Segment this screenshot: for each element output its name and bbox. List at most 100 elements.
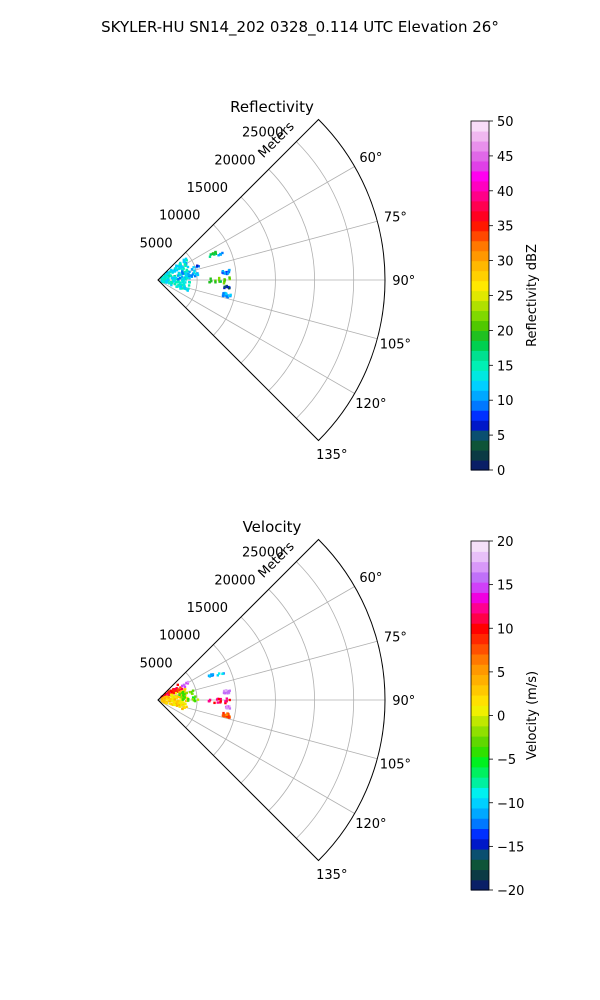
colorbar-swatch	[471, 430, 489, 441]
data-point	[190, 691, 193, 694]
data-point	[175, 268, 179, 272]
data-point	[219, 697, 222, 701]
data-point	[225, 270, 228, 274]
colorbar-swatch	[471, 330, 489, 341]
data-point	[191, 698, 194, 701]
data-point	[187, 287, 190, 290]
data-point	[179, 261, 182, 265]
azimuth-tick-label: 90°	[392, 694, 415, 709]
data-point	[228, 705, 231, 708]
data-point	[184, 264, 187, 267]
data-point	[173, 692, 176, 695]
azimuth-tick-label: 75°	[384, 210, 407, 225]
data-point	[166, 272, 169, 276]
data-point	[183, 690, 186, 693]
azimuth-gridline	[157, 279, 355, 394]
data-point	[179, 704, 183, 707]
colorbar-swatch	[471, 869, 489, 881]
colorbar-swatch	[471, 290, 489, 302]
colorbar-swatch	[471, 280, 489, 292]
data-point	[169, 698, 172, 701]
data-point	[222, 292, 225, 295]
data-point	[160, 280, 163, 283]
range-tick-label: 10000	[159, 209, 200, 224]
data-point	[184, 257, 188, 261]
data-point	[165, 279, 168, 282]
data-point	[223, 280, 226, 284]
data-point	[180, 271, 183, 275]
data-point	[181, 696, 185, 699]
data-point	[167, 696, 170, 699]
data-point	[208, 674, 212, 677]
colorbar: 0 5 10 15 20 25 30 35 40 45 50 Reflectivity dBZ	[470, 115, 540, 479]
azimuth-tick-label: 120°	[355, 817, 386, 832]
panel-title: Velocity	[243, 518, 302, 536]
colorbar-swatch	[471, 684, 489, 696]
colorbar: −20 −15 −10 −5 0 5 10 15 20 Velocity (m/s)	[470, 535, 540, 899]
colorbar-swatch	[471, 582, 489, 593]
data-point	[163, 697, 166, 700]
data-point	[182, 277, 186, 281]
data-point	[170, 283, 173, 287]
azimuth-tick-label: 135°	[316, 868, 347, 883]
data-point	[215, 698, 219, 701]
data-point	[223, 278, 226, 281]
colorbar-swatch	[471, 200, 489, 212]
data-point	[223, 272, 227, 275]
data-point	[185, 705, 188, 709]
colorbar-swatch	[471, 350, 489, 361]
data-point	[182, 283, 186, 287]
data-point	[225, 705, 229, 708]
data-point	[181, 269, 184, 272]
data-point	[213, 701, 216, 705]
colorbar-swatch	[471, 190, 489, 202]
data-point	[186, 289, 189, 292]
data-point	[226, 285, 229, 289]
data-point	[178, 265, 181, 269]
data-point	[221, 294, 225, 298]
colorbar-tick-label: −5	[497, 753, 516, 768]
data-point	[175, 266, 178, 269]
data-point	[183, 688, 187, 691]
data-point	[192, 698, 196, 702]
data-point	[186, 699, 190, 702]
data-point	[193, 697, 196, 700]
data-point	[210, 279, 213, 283]
data-point	[180, 687, 184, 691]
colorbar-swatch	[471, 180, 489, 192]
data-point	[166, 693, 169, 697]
colorbar-swatch	[471, 766, 489, 778]
colorbar-label: Velocity (m/s)	[525, 671, 540, 760]
data-point	[179, 282, 182, 285]
data-point	[177, 267, 181, 271]
colorbar-swatch	[471, 440, 489, 451]
data-point	[179, 287, 182, 290]
data-point	[170, 268, 173, 272]
colorbar-swatch	[471, 705, 489, 717]
colorbar-swatch	[471, 121, 489, 132]
data-point	[217, 672, 221, 675]
colorbar-swatch	[471, 250, 489, 262]
data-point	[196, 264, 199, 267]
colorbar-tick-label: 15	[497, 579, 514, 594]
colorbar-swatch	[471, 260, 489, 272]
range-tick-label: 20000	[214, 573, 255, 588]
data-point	[223, 294, 227, 297]
data-point	[169, 689, 172, 692]
colorbar-swatch	[471, 220, 489, 232]
data-point	[188, 277, 191, 280]
data-point	[193, 271, 196, 274]
data-point	[180, 697, 183, 701]
data-point	[183, 272, 186, 275]
data-point	[191, 689, 195, 692]
data-point	[207, 699, 211, 703]
data-point	[226, 294, 230, 298]
colorbar-tick-label: −20	[497, 884, 524, 899]
colorbar-tick-label: 5	[497, 429, 505, 444]
data-point	[172, 688, 175, 691]
data-point	[174, 279, 177, 282]
colorbar-tick-label: 0	[497, 464, 505, 479]
data-point	[227, 715, 230, 718]
data-point	[227, 287, 231, 290]
